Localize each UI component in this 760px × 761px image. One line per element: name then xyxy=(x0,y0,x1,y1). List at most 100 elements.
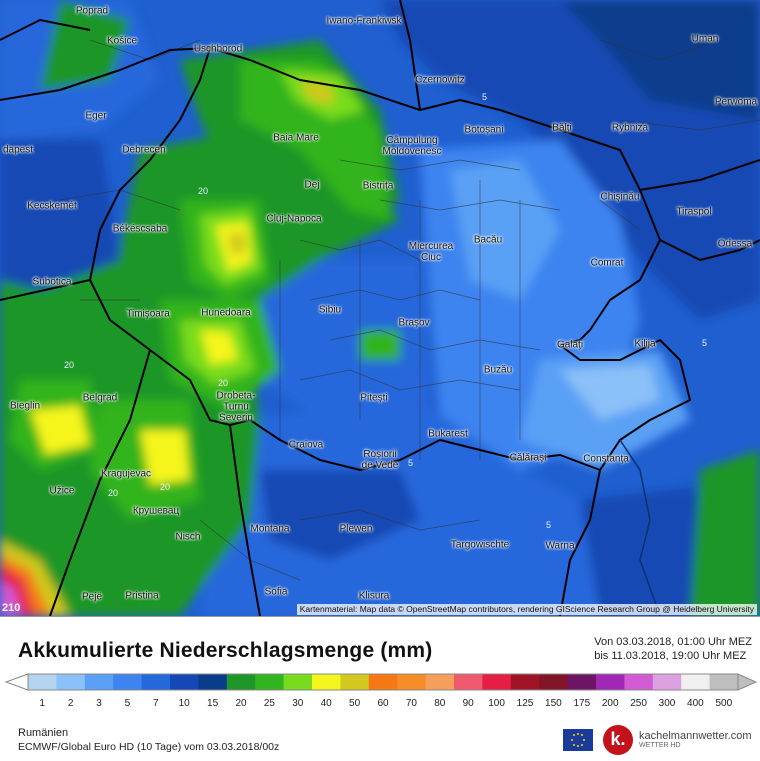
scale-tick-label: 10 xyxy=(178,698,190,709)
scale-color-swatch xyxy=(425,674,455,690)
city-label-dej: Dej xyxy=(304,179,320,191)
city-label-poprad: Poprad xyxy=(75,5,109,17)
scale-color-swatch xyxy=(170,674,199,690)
city-label-plewen: Plewen xyxy=(339,523,373,535)
scale-tick-label: 80 xyxy=(434,698,446,709)
city-label-calarasi: Călăraşi xyxy=(509,452,547,464)
scale-color-swatch xyxy=(84,674,114,690)
city-label-uzice: Užice xyxy=(49,485,75,497)
city-label-pitesti: Piteşti xyxy=(360,392,388,404)
city-label-tiraspol: Tiraspol xyxy=(676,206,712,218)
city-label-botosani: Botoşani xyxy=(464,124,504,136)
city-label-eger: Eger xyxy=(85,110,107,122)
scale-tick-label: 175 xyxy=(573,698,591,709)
contour-label: 5 xyxy=(482,92,488,102)
period-to: bis 11.03.2018, 19:00 Uhr MEZ xyxy=(594,650,747,662)
city-label-iwano-frankiwsk: Iwano-Frankiwsk xyxy=(326,15,402,27)
scale-color-swatch xyxy=(368,674,398,690)
city-label-rosiorii-de-vede: Roşiorii de Vede xyxy=(361,449,399,471)
scale-color-swatch xyxy=(312,674,341,690)
scale-tick-label: 30 xyxy=(292,698,304,709)
city-label-bacau: Bacău xyxy=(473,234,503,246)
scale-color-swatch xyxy=(226,674,256,690)
contour-label: 20 xyxy=(218,378,229,388)
city-label-pristina: Pristina xyxy=(125,590,159,602)
model-label: ECMWF/Global Euro HD (10 Tage) vom 03.03… xyxy=(18,741,280,753)
contour-label: 5 xyxy=(408,458,414,468)
scale-color-swatch xyxy=(198,674,228,690)
scale-frame xyxy=(27,673,739,691)
scale-color-swatch xyxy=(681,674,711,690)
city-label-hunedoara: Hunedoara xyxy=(201,307,251,319)
kachelmann-logo-icon: k. xyxy=(603,725,633,755)
city-label-uschhorod: Uschhorod xyxy=(193,43,243,55)
city-label-sofia: Sofia xyxy=(264,586,288,598)
scale-tick-label: 90 xyxy=(462,698,474,709)
city-label-sibiu: Sibiu xyxy=(318,304,342,316)
scale-color-swatch xyxy=(141,674,171,690)
scale-tick-label: 250 xyxy=(630,698,647,709)
scale-color-swatch xyxy=(652,674,682,690)
scale-arrow-low xyxy=(4,673,29,691)
scale-tick-label: 500 xyxy=(715,698,733,709)
city-label-czernowitz: Czernowitz xyxy=(415,74,465,86)
contour-label: 5 xyxy=(546,520,552,530)
scale-tick-label: 1 xyxy=(39,698,45,709)
city-label-craiova: Craiova xyxy=(288,439,324,451)
scale-color-swatch xyxy=(397,674,427,690)
city-label-peje: Pejë xyxy=(81,591,103,603)
city-label-bistrita: Bistriţa xyxy=(362,180,394,192)
city-label-perwomaisk: Perwoma xyxy=(714,96,758,108)
period-text: Von 03.03.2018, 01:00 Uhr MEZ bis 11.03.… xyxy=(594,635,752,663)
scale-color-swatch xyxy=(56,674,86,690)
city-label-belgrad: Belgrad xyxy=(82,392,118,404)
scale-tick-label: 100 xyxy=(488,698,505,709)
city-label-kragujevac: Kragujevac xyxy=(100,468,152,480)
city-label-baia-mare: Baia Mare xyxy=(273,132,319,144)
city-label-comrat: Comrat xyxy=(590,257,624,269)
brand-name: kachelmannwetter.com xyxy=(639,730,752,742)
scale-color-swatch xyxy=(482,674,512,690)
scale-color-swatch xyxy=(255,674,285,690)
scale-tick-label: 40 xyxy=(320,698,332,709)
scale-color-swatch xyxy=(113,674,143,690)
precipitation-field xyxy=(0,0,760,616)
max-value-label: 210 xyxy=(2,602,21,614)
scale-color-swatch xyxy=(510,674,540,690)
city-label-warna: Warna xyxy=(545,540,575,552)
period-from: Von 03.03.2018, 01:00 Uhr MEZ xyxy=(594,636,752,648)
scale-color-swatch xyxy=(596,674,625,690)
city-label-nisch: Nisch xyxy=(175,531,201,543)
city-label-budapest: dapest xyxy=(2,144,34,156)
city-label-campulung: Câmpulung Moldovenesc xyxy=(382,135,442,157)
scale-color-swatch xyxy=(567,674,597,690)
eu-flag-icon xyxy=(563,729,593,751)
contour-label: 5 xyxy=(702,338,708,348)
city-label-krusevac: Крушевац xyxy=(132,505,180,517)
city-label-bekescsaba: Békéscsaba xyxy=(112,223,168,235)
scale-tick-label: 50 xyxy=(349,698,361,709)
scale-tick-label: 2 xyxy=(67,698,74,709)
scale-tick-label: 20 xyxy=(235,698,247,709)
scale-tick-label: 25 xyxy=(263,698,275,709)
precipitation-map: Poprad Košice Uschhorod Iwano-Frankiwsk … xyxy=(0,0,760,616)
scale-color-swatch xyxy=(283,674,313,690)
scale-tick-label: 60 xyxy=(377,698,389,709)
city-label-constanta: Constanţa xyxy=(583,453,629,465)
scale-tick-label: 15 xyxy=(207,698,219,709)
city-label-odessa: Odessa xyxy=(717,238,753,250)
scale-color-swatch xyxy=(454,674,483,690)
city-label-debrecen: Debrecen xyxy=(122,144,166,156)
scale-color-swatch xyxy=(28,674,57,690)
scale-tick-label: 125 xyxy=(516,698,534,709)
city-label-bieglin: Bieglin xyxy=(9,400,41,412)
city-label-targowischte: Targowischte xyxy=(450,539,510,551)
scale-color-swatch xyxy=(709,674,739,690)
scale-tick-label: 300 xyxy=(658,698,676,709)
scale-tick-label: 7 xyxy=(153,698,159,709)
legend-title: Akkumulierte Niederschlagsmenge (mm) xyxy=(18,639,433,662)
scale-color-swatch xyxy=(340,674,370,690)
scale-color-swatch xyxy=(624,674,654,690)
scale-tick-label: 200 xyxy=(601,698,619,709)
